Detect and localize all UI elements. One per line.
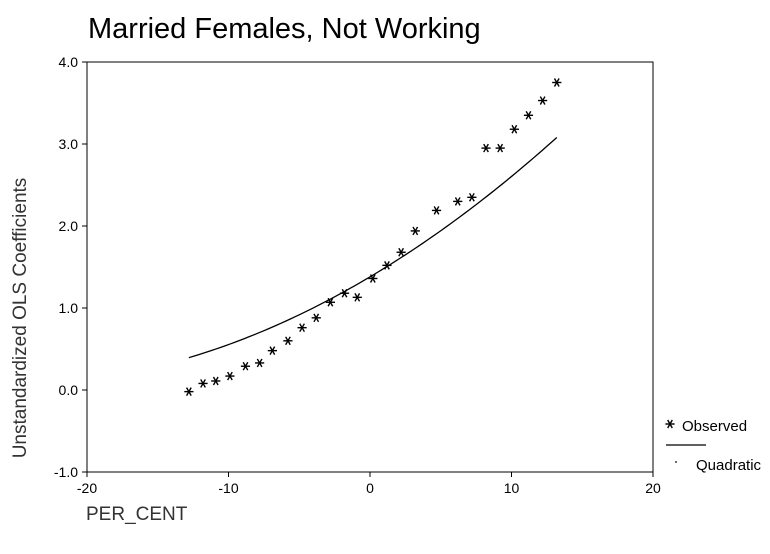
plot-area (86, 61, 654, 473)
x-axis: -20 -10 0 10 20 (77, 472, 661, 496)
y-tick-label: 2.0 (59, 218, 79, 234)
y-tick-label: 0.0 (59, 382, 79, 398)
chart-title: Married Females, Not Working (88, 13, 481, 45)
x-axis-title: PER_CENT (86, 504, 188, 525)
quadratic-fit-line (188, 136, 558, 359)
observed-point (431, 206, 442, 215)
observed-point (481, 143, 491, 153)
observed-point (382, 261, 392, 270)
x-tick-label: -20 (77, 480, 97, 496)
observed-point (325, 297, 335, 307)
x-tick-label: -10 (218, 480, 238, 496)
observed-point (339, 288, 350, 298)
observed-point (297, 323, 307, 333)
y-tick-label: -1.0 (54, 464, 78, 480)
y-tick-label: 3.0 (59, 136, 79, 152)
observed-point (311, 313, 321, 323)
observed-point (509, 124, 519, 134)
observed-point (523, 110, 534, 120)
legend-quadratic-marker (675, 461, 677, 463)
y-tick-label: 1.0 (59, 300, 79, 316)
observed-point (495, 143, 505, 153)
legend-observed-label: Observed (682, 418, 747, 435)
observed-point (211, 376, 221, 386)
observed-point (368, 274, 378, 283)
observed-point (198, 379, 208, 388)
observed-point (240, 361, 251, 371)
observed-point (453, 197, 463, 206)
legend-asterisk (665, 419, 675, 429)
observed-point (538, 96, 548, 105)
observed-point (225, 371, 235, 381)
legend-quadratic-label: Quadratic (696, 457, 762, 474)
observed-point (552, 78, 562, 87)
observed-point (396, 247, 406, 257)
y-axis-title: Unstandardized OLS Coefficients (10, 178, 31, 459)
observed-point (410, 226, 420, 236)
x-tick-label: 20 (645, 480, 661, 496)
observed-point (255, 358, 265, 368)
x-tick-label: 10 (504, 480, 520, 496)
observed-point (352, 293, 362, 302)
observed-point (283, 336, 293, 346)
legend: Observed Quadratic (665, 418, 762, 474)
y-tick-label: 4.0 (59, 54, 79, 70)
x-tick-label: 0 (366, 480, 374, 496)
observed-point (184, 387, 194, 396)
legend-observed-marker (665, 419, 675, 429)
observed-points (184, 78, 562, 396)
observed-point (467, 192, 477, 202)
observed-point (267, 346, 277, 355)
y-axis: -1.0 0.0 1.0 2.0 3.0 4.0 (54, 54, 87, 480)
